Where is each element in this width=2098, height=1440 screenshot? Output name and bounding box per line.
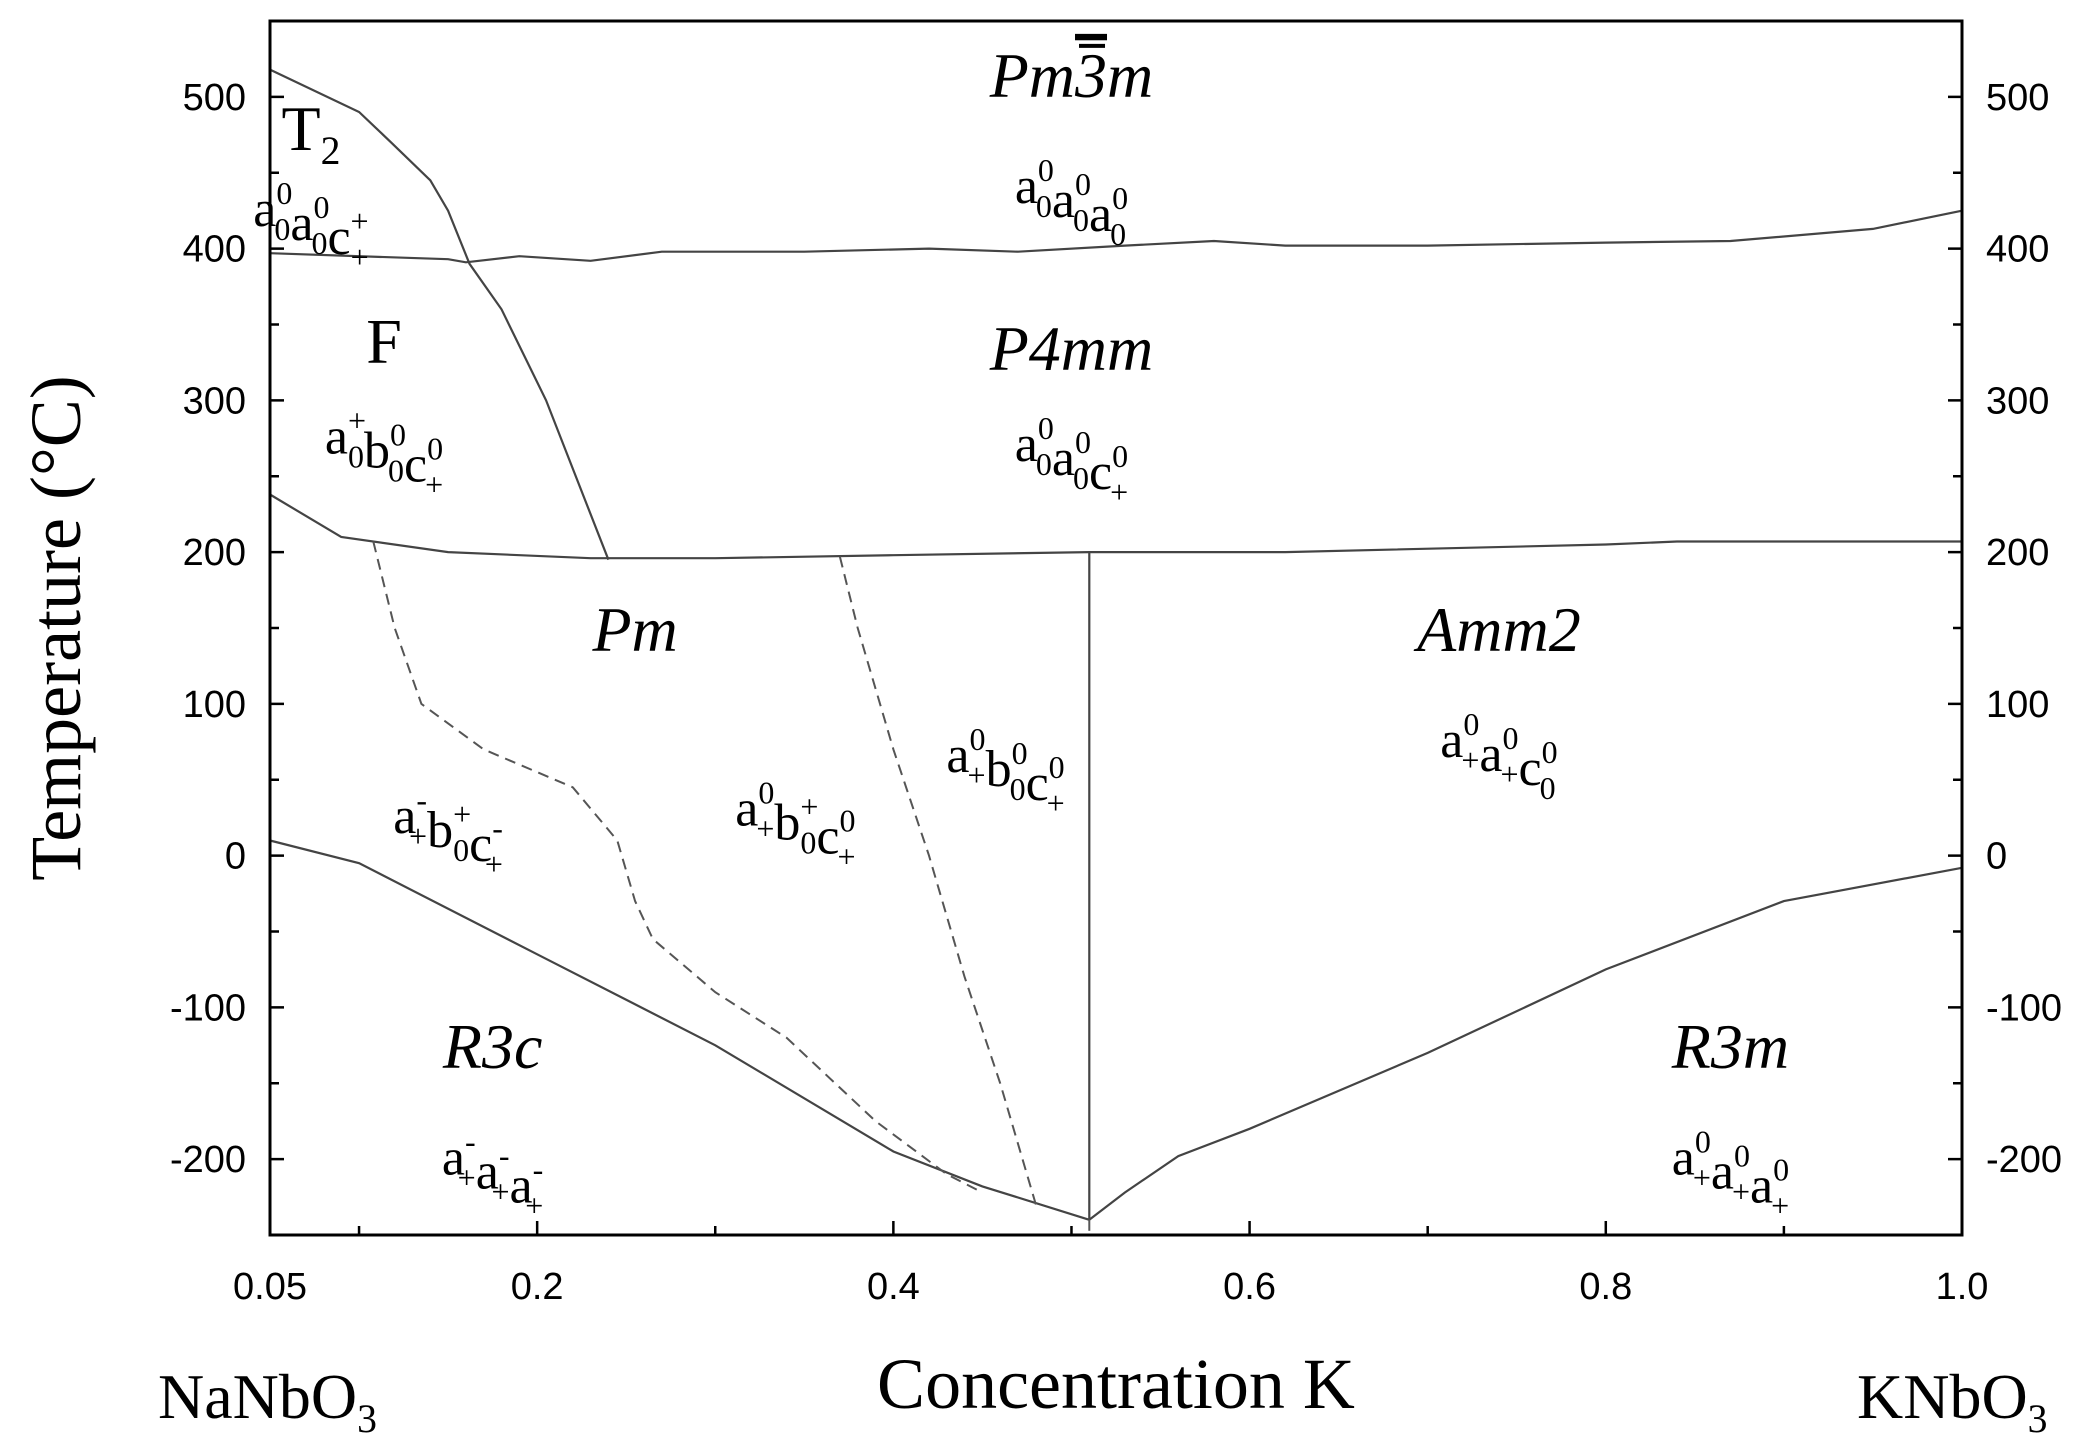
phase-name-8: Amm2 [1413,594,1581,665]
phase-name-1: F [366,305,402,376]
axis-ticks: 500 500 400 400 300 300 200 200 100 100 0 0 -100 -100… [170,19,2062,1308]
boundary-line-5 [1088,866,1963,1221]
boundary-line-2 [269,493,1962,560]
y-tick-label-left: 300 [183,380,246,422]
y-tick-label-left: 500 [183,77,246,119]
phase-name-2: Pm3m [989,40,1154,111]
boundary-line-0 [269,209,1963,264]
phase-name-10: R3m [1671,1011,1789,1082]
phase-name-3: P4mm [989,313,1154,384]
boundary-line-1 [269,68,610,561]
phase-name-0: T2 [281,93,340,173]
tilt-notation-9: a-+a-+a-+ [442,1123,543,1223]
left-end-label-base: NaNbO [158,1361,357,1432]
y-tick-label-right: 200 [1986,532,2049,574]
y-tick-label-left: -100 [170,987,246,1029]
phase-name-4: Pm [591,594,677,665]
tilt-notation-3: a0 0a0 0c0 + [1015,410,1128,510]
phase-name-9: R3c [442,1011,543,1082]
y-tick-label-left: -200 [170,1139,246,1181]
x-tick-label: 0.6 [1223,1266,1276,1308]
y-tick-label-left: 200 [183,532,246,574]
x-tick-label: 0.8 [1579,1266,1632,1308]
y-tick-label-left: 400 [183,229,246,271]
y-tick-label-right: 300 [1986,380,2049,422]
y-tick-label-right: 0 [1986,836,2007,878]
x-tick-label: 1.0 [1936,1266,1989,1308]
y-tick-label-left: 0 [225,836,246,878]
tilt-notation-10: a0 +a0 +a0 + [1672,1123,1789,1223]
left-end-label: NaNbO3 [158,1361,377,1440]
tilt-notation-2: a0 0a0 0a0 0 [1015,152,1128,252]
x-tick-label: 0.4 [867,1266,920,1308]
tilt-notation-8: a0 +a0 +c0 0 [1440,706,1557,806]
left-end-label-sub: 3 [357,1397,377,1440]
y-tick-label-right: 400 [1986,229,2049,271]
right-end-label-sub: 3 [2028,1397,2048,1440]
y-tick-label-left: 100 [183,684,246,726]
right-end-label: KNbO3 [1857,1361,2048,1440]
x-tick-label: 0.2 [511,1266,564,1308]
phase-boundaries [269,68,1963,1235]
x-axis-title: Concentration K [877,1344,1355,1424]
tilt-notation-1: a+ 0b0 0c0 + [325,402,443,502]
tilt-notation-6: a0 +b+ 0c0 + [735,774,855,874]
tilt-notation-7: a0 +b0 0c0 + [946,721,1064,821]
y-tick-label-right: -100 [1986,987,2062,1029]
right-end-label-base: KNbO [1857,1361,2028,1432]
boundary-line-7 [372,541,983,1194]
y-tick-label-right: 100 [1986,684,2049,726]
boundary-line-4 [269,839,1090,1221]
y-axis-title: Temperature (°C) [16,375,96,881]
boundary-line-8 [838,556,1037,1205]
tilt-notation-0: a0 0a0 0c+ + [253,175,368,275]
y-tick-label-right: -200 [1986,1139,2062,1181]
x-tick-label: 0.05 [233,1266,307,1308]
y-tick-label-right: 500 [1986,77,2049,119]
tilt-notation-5: a-+b+ 0c-+ [393,782,503,882]
